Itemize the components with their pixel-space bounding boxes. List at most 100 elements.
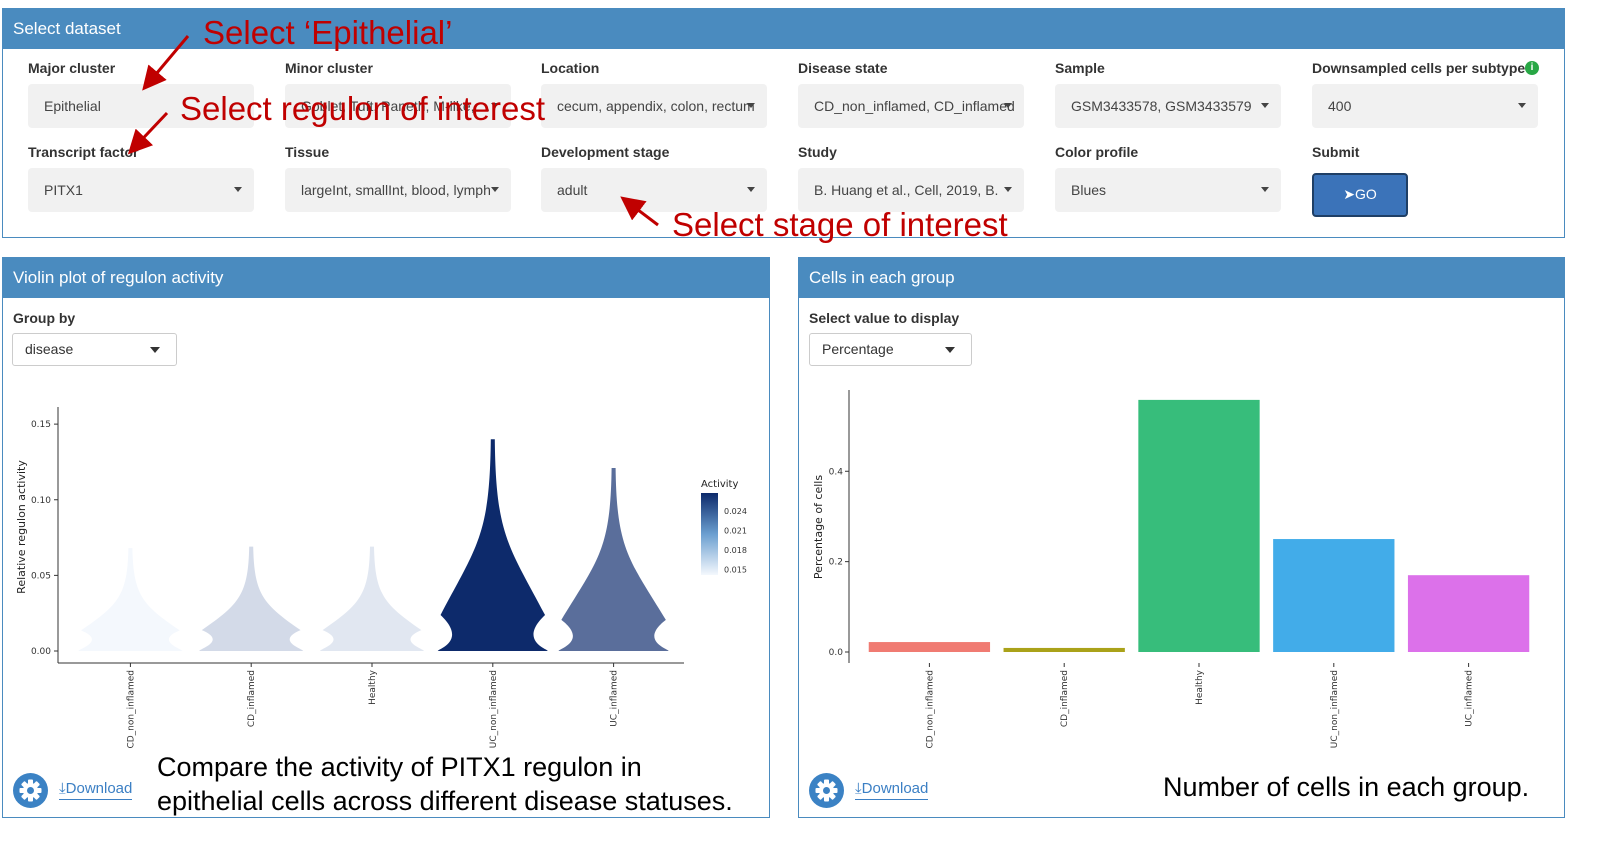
disease-state-value: CD_non_inflamed, CD_inflamed (814, 98, 1015, 114)
y-axis-label: Relative regulon activity (15, 460, 28, 594)
x-tick-label: CD_non_inflamed (126, 670, 136, 749)
major-cluster-label: Major cluster (28, 60, 116, 76)
transcript-factor-value: PITX1 (44, 182, 83, 198)
violin-chart: 0.00 0.05 0.10 0.15 Relative regulon activi… (15, 407, 747, 749)
submit-label: Submit (1312, 144, 1360, 160)
download-button[interactable]: ⤓Download (855, 780, 929, 800)
x-tick-label: UC_non_inflamed (489, 670, 499, 748)
x-tick-label: UC_inflamed (610, 670, 620, 727)
info-icon[interactable]: i (1525, 61, 1539, 75)
legend-tick-label: 0.018 (724, 546, 747, 555)
chevron-down-icon (1261, 187, 1269, 192)
violin-panel-title: Violin plot of regulon activity (3, 258, 769, 298)
bar-Healthy (1138, 399, 1260, 652)
violin-caption-line2: epithelial cells across different diseas… (157, 786, 733, 816)
disease-state-select[interactable]: CD_non_inflamed, CD_inflamed (798, 84, 1024, 128)
select-dataset-panel: Select dataset (2, 8, 1565, 238)
download-label: Download (861, 780, 929, 797)
study-label: Study (798, 144, 837, 160)
x-tick-label: UC_non_inflamed (1330, 670, 1340, 748)
color-profile-label: Color profile (1055, 144, 1139, 160)
study-value: B. Huang et al., Cell, 2019, B. (814, 182, 999, 198)
y-tick-label: 0.15 (31, 420, 51, 430)
panel-title: Select dataset (3, 9, 1564, 49)
bar-UC_non_inflamed (1273, 539, 1395, 652)
x-tick-label: CD_non_inflamed (925, 670, 935, 749)
go-button[interactable]: ➤GO (1312, 173, 1408, 217)
violin-Healthy (320, 546, 424, 651)
value-dropdown[interactable]: Percentage (809, 333, 972, 366)
location-value: cecum, appendix, colon, rectum (557, 98, 755, 114)
annotation-epithelial: Select ‘Epithelial’ (203, 14, 453, 51)
group-by-value: disease (25, 341, 74, 357)
y-tick-label: 0.05 (31, 571, 51, 581)
group-by-dropdown[interactable]: disease (12, 333, 177, 366)
y-tick-label: 0.0 (829, 648, 844, 658)
chevron-down-icon (1518, 103, 1526, 108)
minor-cluster-label: Minor cluster (285, 60, 373, 76)
development-stage-value: adult (557, 182, 588, 198)
major-cluster-select[interactable]: Epithelial (28, 84, 254, 128)
tissue-select[interactable]: largeInt, smallInt, blood, lymph (285, 168, 511, 212)
go-label: GO (1354, 186, 1377, 202)
downsampled-select[interactable]: 400 (1312, 84, 1538, 128)
violin-caption-line1: Compare the activity of PITX1 regulon in (157, 752, 642, 782)
location-label: Location (541, 60, 600, 76)
violin-CD_inflamed (199, 546, 304, 651)
chevron-down-icon (945, 347, 955, 353)
tissue-value: largeInt, smallInt, blood, lymph (301, 182, 491, 198)
annotation-stage: Select stage of interest (672, 206, 1008, 243)
y-axis-label: Percentage of cells (812, 475, 825, 579)
sample-select[interactable]: GSM3433578, GSM3433579 (1055, 84, 1281, 128)
chevron-down-icon (1004, 103, 1012, 108)
y-tick-label: 0.10 (31, 496, 51, 506)
sample-value: GSM3433578, GSM3433579 (1071, 98, 1252, 114)
gear-icon (815, 779, 838, 802)
value-dropdown-value: Percentage (822, 341, 894, 357)
minor-cluster-value: Goblet, Tuft, Paneth, M-like, ... (301, 98, 491, 114)
y-tick-label: 0.00 (31, 647, 51, 657)
chevron-down-icon (1261, 103, 1269, 108)
y-tick-label: 0.2 (829, 558, 843, 568)
major-cluster-value: Epithelial (44, 98, 101, 114)
y-tick-label: 0.4 (829, 467, 844, 477)
chevron-down-icon (1004, 187, 1012, 192)
bar-chart: Percentage of cells 0.0 0.2 0.4 CD_non_inf… (812, 390, 1530, 749)
violin-UC_inflamed (558, 467, 669, 651)
x-tick-label: Healthy (368, 669, 378, 705)
settings-gear-icon[interactable] (809, 773, 844, 808)
settings-gear-icon[interactable] (13, 773, 48, 808)
chevron-down-icon (491, 187, 499, 192)
transcript-factor-select[interactable]: PITX1 (28, 168, 254, 212)
bar-UC_inflamed (1407, 575, 1530, 652)
download-button[interactable]: ⤓Download (59, 780, 133, 800)
legend-tick-label: 0.024 (724, 507, 747, 516)
group-by-label: Group by (13, 310, 76, 326)
x-tick-label: CD_inflamed (247, 670, 257, 727)
study-select[interactable]: B. Huang et al., Cell, 2019, B. (798, 168, 1024, 212)
download-icon: ⤓ (59, 780, 66, 797)
legend-tick-label: 0.021 (724, 527, 747, 536)
legend-title: Activity (701, 479, 738, 490)
sample-label: Sample (1055, 60, 1105, 76)
chevron-down-icon (150, 347, 160, 353)
x-tick-label: Healthy (1195, 669, 1205, 705)
tissue-label: Tissue (285, 144, 330, 160)
violin-CD_non_inflamed (78, 548, 183, 651)
x-tick-label: CD_inflamed (1060, 670, 1070, 727)
bar-CD_non_inflamed (868, 642, 991, 652)
minor-cluster-select[interactable]: Goblet, Tuft, Paneth, M-like, ... (285, 84, 511, 128)
cells-panel-title: Cells in each group (799, 258, 1564, 298)
chevron-down-icon (747, 187, 755, 192)
color-profile-value: Blues (1071, 182, 1107, 198)
development-stage-label: Development stage (541, 144, 670, 160)
chevron-down-icon (747, 103, 755, 108)
legend-tick-label: 0.015 (724, 566, 747, 575)
location-select[interactable]: cecum, appendix, colon, rectum (541, 84, 767, 128)
bar-caption: Number of cells in each group. (1163, 772, 1530, 802)
transcript-factor-label: Transcript factor (28, 144, 139, 160)
color-profile-select[interactable]: Blues (1055, 168, 1281, 212)
chevron-down-icon (491, 103, 499, 108)
download-label: Download (65, 780, 133, 797)
gear-icon (19, 779, 42, 802)
